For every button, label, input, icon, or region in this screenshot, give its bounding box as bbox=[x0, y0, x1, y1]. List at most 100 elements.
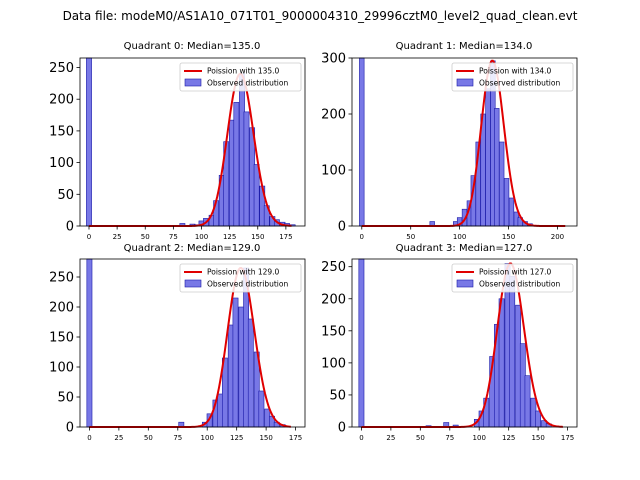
x-tick-label: 75 bbox=[169, 233, 178, 241]
y-tick-label: 150 bbox=[49, 331, 74, 346]
x-tick-label: 0 bbox=[360, 233, 364, 241]
histogram-bar bbox=[253, 164, 260, 227]
y-tick-label: 100 bbox=[49, 156, 74, 171]
legend: Poission with 134.0 Observed distribution bbox=[451, 62, 574, 92]
histogram-bar bbox=[503, 178, 510, 227]
x-tick-label: 25 bbox=[113, 233, 122, 241]
legend-box bbox=[451, 263, 574, 293]
y-tick-label: 250 bbox=[49, 271, 74, 286]
legend: Poission with 129.0 Observed distribution bbox=[179, 263, 302, 293]
histogram-bar bbox=[86, 258, 93, 428]
panel-quadrant-1: Quadrant 1: Median=134.0 0 100 200 300 0 50 10… bbox=[321, 41, 578, 241]
legend-label-observed: Observed distribution bbox=[207, 280, 288, 289]
plot-area: 0 50 100 150 200 250 0 25 50 75 100 125 150 175 bbox=[321, 258, 578, 442]
x-tick-label: 0 bbox=[359, 434, 363, 442]
y-tick-label: 100 bbox=[321, 356, 346, 371]
y-tick-label: 0 bbox=[66, 220, 74, 235]
histogram-bar bbox=[499, 141, 505, 227]
x-tick-label: 0 bbox=[87, 233, 91, 241]
x-tick-label: 150 bbox=[531, 434, 544, 442]
histogram-bar bbox=[227, 324, 234, 428]
x-tick-label: 25 bbox=[386, 434, 395, 442]
plot-area: 0 50 100 150 200 250 0 25 50 75 100 125 150 175 bbox=[49, 57, 306, 241]
axes-frame bbox=[351, 57, 578, 227]
x-tick-label: 25 bbox=[114, 434, 123, 442]
x-tick-label: 100 bbox=[453, 233, 466, 241]
histogram-bar bbox=[232, 297, 239, 428]
x-tick-label: 125 bbox=[223, 233, 236, 241]
legend-box bbox=[179, 263, 302, 293]
panel-title: Quadrant 1: Median=134.0 bbox=[396, 41, 533, 52]
y-tick-label: 200 bbox=[321, 108, 346, 123]
panel-quadrant-0: Quadrant 0: Median=135.0 050100150200250… bbox=[49, 41, 306, 241]
histogram-bar bbox=[498, 298, 505, 428]
histogram-bar bbox=[258, 390, 265, 428]
histogram-bar bbox=[509, 276, 516, 428]
x-tick-label: 0 bbox=[87, 434, 91, 442]
y-tick-label: 200 bbox=[49, 93, 74, 108]
x-tick-label: 150 bbox=[259, 434, 272, 442]
axes-frame bbox=[351, 258, 578, 428]
histogram-bar bbox=[519, 343, 526, 428]
legend-label-observed: Observed distribution bbox=[479, 79, 560, 88]
legend-box bbox=[451, 62, 574, 92]
figure-title: Data file: modeM0/AS1A10_071T01_90000043… bbox=[63, 9, 578, 23]
y-tick-label: 150 bbox=[49, 124, 74, 139]
histogram-bar bbox=[524, 375, 531, 428]
y-tick-label: 250 bbox=[49, 61, 74, 76]
histogram-bar bbox=[358, 258, 365, 428]
legend-bar-swatch bbox=[184, 279, 202, 288]
y-tick-label: 200 bbox=[321, 292, 346, 307]
histogram-bar bbox=[247, 318, 254, 428]
legend-bar-swatch bbox=[456, 78, 474, 87]
axes-frame bbox=[79, 258, 306, 428]
panel-title: Quadrant 3: Median=127.0 bbox=[396, 243, 533, 254]
legend-label-observed: Observed distribution bbox=[207, 79, 288, 88]
legend-label-model: Poission with 135.0 bbox=[207, 67, 280, 76]
panel-title: Quadrant 2: Median=129.0 bbox=[124, 243, 261, 254]
y-tick-label: 50 bbox=[329, 388, 346, 403]
x-tick-label: 50 bbox=[144, 434, 153, 442]
panel-quadrant-3: Quadrant 3: Median=127.0 050100150200250… bbox=[321, 243, 578, 442]
axes-frame bbox=[79, 57, 306, 227]
x-tick-label: 200 bbox=[551, 233, 564, 241]
x-tick-label: 50 bbox=[406, 233, 415, 241]
y-tick-label: 0 bbox=[66, 421, 74, 436]
legend-label-model: Poission with 127.0 bbox=[479, 268, 552, 277]
legend-label-observed: Observed distribution bbox=[479, 280, 560, 289]
x-tick-label: 125 bbox=[502, 434, 515, 442]
histogram-bar bbox=[530, 397, 537, 428]
x-tick-label: 175 bbox=[289, 434, 302, 442]
legend-label-model: Poission with 129.0 bbox=[207, 268, 280, 277]
x-tick-label: 100 bbox=[195, 233, 208, 241]
plot-area: 0 50 100 150 200 250 0 25 50 75 100 125 150 175 bbox=[49, 258, 306, 442]
histogram-bar bbox=[217, 393, 224, 428]
y-tick-label: 0 bbox=[338, 421, 346, 436]
x-tick-label: 50 bbox=[141, 233, 150, 241]
histogram-bar bbox=[264, 408, 271, 428]
y-tick-label: 50 bbox=[57, 391, 74, 406]
x-tick-label: 150 bbox=[251, 233, 264, 241]
histogram-bar bbox=[485, 88, 491, 227]
histogram-bar bbox=[233, 102, 240, 227]
histogram-bar bbox=[494, 108, 500, 227]
y-tick-label: 150 bbox=[321, 324, 346, 339]
legend: Poission with 127.0 Observed distribution bbox=[451, 263, 574, 293]
x-tick-label: 50 bbox=[416, 434, 425, 442]
x-tick-label: 100 bbox=[201, 434, 214, 442]
histogram-bar bbox=[508, 197, 515, 227]
legend-bar-swatch bbox=[184, 78, 202, 87]
x-tick-label: 175 bbox=[561, 434, 574, 442]
legend: Poission with 135.0 Observed distribution bbox=[179, 62, 302, 92]
panel-title: Quadrant 0: Median=135.0 bbox=[124, 41, 261, 52]
histogram-bar bbox=[243, 111, 250, 227]
x-tick-label: 75 bbox=[173, 434, 182, 442]
y-tick-label: 300 bbox=[321, 52, 346, 67]
panel-quadrant-2: Quadrant 2: Median=129.0 050100150200250… bbox=[49, 243, 306, 442]
y-tick-label: 250 bbox=[321, 260, 346, 275]
x-tick-label: 75 bbox=[445, 434, 454, 442]
x-tick-label: 150 bbox=[502, 233, 515, 241]
y-tick-label: 50 bbox=[57, 188, 74, 203]
plot-area: 0 100 200 300 0 50 100 150 200 bbox=[321, 52, 578, 241]
y-tick-label: 200 bbox=[49, 301, 74, 316]
